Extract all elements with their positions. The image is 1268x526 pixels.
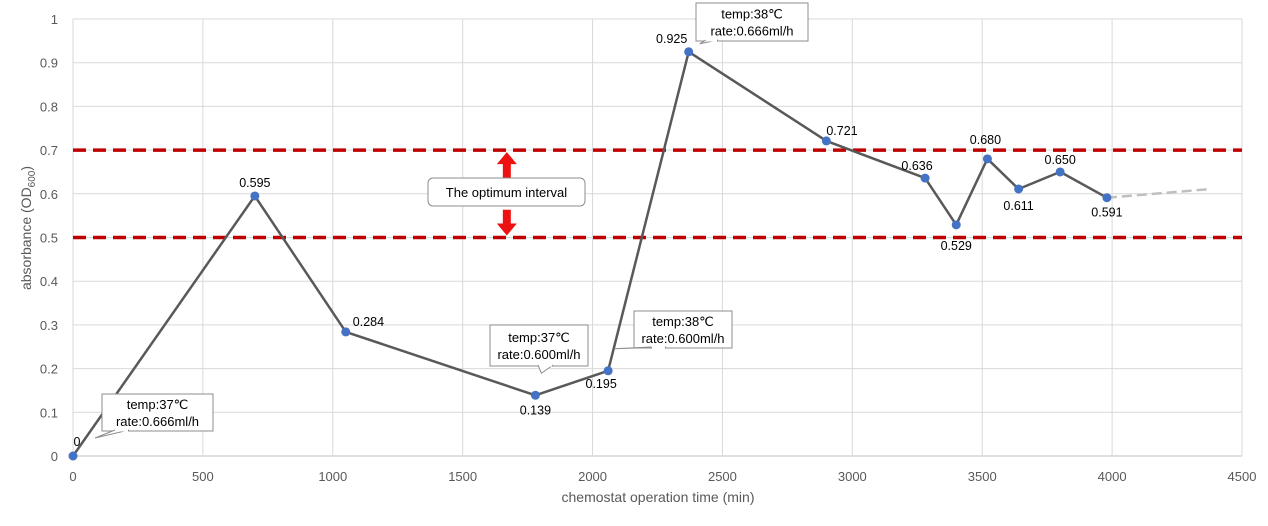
callout-text: temp:37℃	[127, 397, 189, 412]
optimum-interval-callout: The optimum interval	[427, 177, 586, 207]
x-tick-label: 2500	[708, 469, 737, 484]
data-point	[821, 136, 831, 146]
data-point	[982, 154, 992, 164]
callout-box	[695, 2, 809, 42]
y-axis-title-main: absorbance (OD	[18, 187, 34, 290]
y-tick-label: 0.1	[40, 405, 58, 420]
y-axis-title: absorbance (OD600)	[18, 166, 38, 290]
data-point	[951, 220, 961, 230]
y-tick-label: 0.4	[40, 274, 58, 289]
callout-text: temp:38℃	[652, 314, 714, 329]
callout-text: rate:0.600ml/h	[641, 331, 724, 346]
callout-text: rate:0.666ml/h	[710, 24, 793, 39]
data-label: 0.636	[901, 159, 932, 173]
data-point	[341, 327, 351, 337]
data-point	[68, 451, 78, 461]
data-label: 0.680	[970, 133, 1001, 147]
y-tick-label: 0.3	[40, 318, 58, 333]
data-label: 0.139	[520, 403, 551, 417]
callout-tail	[94, 429, 130, 439]
condition-callout: temp:37℃ rate:0.666ml/h	[94, 393, 214, 439]
condition-callout: temp:38℃ rate:0.600ml/h	[614, 310, 733, 350]
data-point	[250, 191, 260, 201]
data-label: 0.925	[656, 32, 687, 46]
data-label: 0.611	[1003, 199, 1033, 213]
condition-callout: temp:38℃ rate:0.666ml/h	[695, 2, 809, 45]
callout-text: The optimum interval	[446, 185, 567, 200]
x-axis-title: chemostat operation time (min)	[562, 489, 755, 505]
data-label: 0.284	[353, 315, 384, 329]
y-tick-label: 0.5	[40, 231, 58, 246]
callout-tail	[537, 364, 554, 375]
data-point	[603, 366, 613, 376]
callout-text: rate:0.600ml/h	[497, 347, 580, 362]
y-tick-label: 0.7	[40, 143, 58, 158]
series-line	[71, 50, 1108, 457]
x-tick-label: 3500	[968, 469, 997, 484]
y-tick-label: 0.6	[40, 187, 58, 202]
y-tick-label: 0.2	[40, 362, 58, 377]
data-point	[920, 173, 930, 183]
y-tick-label: 0.9	[40, 56, 58, 71]
data-point	[1102, 193, 1112, 203]
x-tick-label: 0	[69, 469, 76, 484]
y-tick-label: 0.8	[40, 99, 58, 114]
reference-lines	[73, 148, 1242, 240]
callout-box	[489, 324, 589, 367]
data-label: 0.595	[239, 176, 270, 190]
x-tick-label: 4000	[1098, 469, 1127, 484]
condition-callout: temp:37℃ rate:0.600ml/h	[489, 324, 589, 375]
x-tick-label: 1000	[318, 469, 347, 484]
arrow-up	[496, 152, 517, 178]
callout-text: temp:37℃	[508, 330, 570, 345]
y-axis-title-close: )	[18, 166, 34, 171]
x-tick-label: 2000	[578, 469, 607, 484]
x-tick-label: 3000	[838, 469, 867, 484]
data-label: 0.195	[586, 377, 617, 391]
data-label: 0.650	[1045, 153, 1076, 167]
series	[68, 47, 1211, 461]
callout-box	[427, 177, 586, 207]
y-tick-label: 0	[51, 449, 58, 464]
callouts: The optimum interval temp:37℃ rate:0.666ml…	[94, 2, 809, 439]
data-label: 0.721	[826, 124, 857, 138]
optimum-interval-arrow	[496, 152, 517, 236]
x-tick-label: 500	[192, 469, 214, 484]
data-point	[684, 47, 694, 57]
data-point	[530, 390, 540, 400]
data-point	[1014, 184, 1024, 194]
y-tick-label: 1	[51, 12, 58, 27]
callout-box	[633, 310, 733, 349]
data-point	[1055, 167, 1065, 177]
data-label: 0.529	[941, 239, 972, 253]
callout-text: rate:0.666ml/h	[116, 414, 199, 429]
trend-extension	[1106, 187, 1211, 199]
data-label: 0	[74, 435, 81, 449]
tick-labels: 0 0.1 0.2 0.3 0.4 0.5 0.6 0.7 0.8 0.9 1 0 500 1000 150…	[40, 12, 1257, 484]
x-tick-label: 1500	[448, 469, 477, 484]
data-label: 0.591	[1091, 206, 1122, 220]
callout-box	[101, 393, 214, 432]
callout-text: temp:38℃	[721, 7, 783, 22]
x-tick-label: 4500	[1228, 469, 1257, 484]
data-labels: 0 0.595 0.284 0.139 0.195 0.925 0.721 0.636 0.52…	[74, 32, 1123, 449]
arrow-down	[496, 209, 517, 236]
y-axis-title-subscript: 600	[27, 170, 38, 187]
